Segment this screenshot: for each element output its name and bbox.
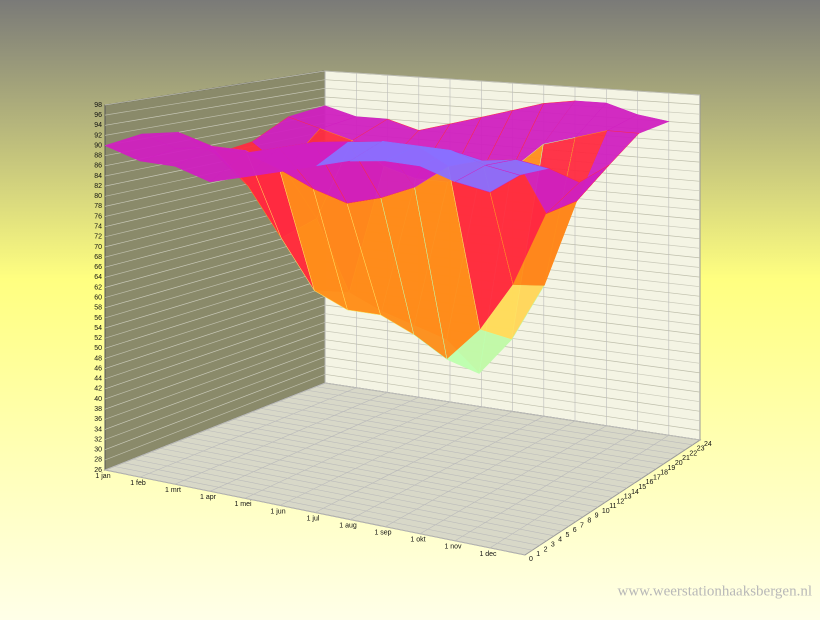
grid-line (419, 89, 607, 535)
z-tick-label: 72 (94, 234, 102, 241)
z-tick-label: 26 (94, 467, 102, 474)
y-tick-label: 6 (573, 527, 577, 534)
z-tick-label: 38 (94, 406, 102, 413)
z-tick-label: 88 (94, 153, 102, 160)
z-tick-label: 90 (94, 142, 102, 149)
y-tick-label: 2 (544, 546, 548, 553)
grid-line (489, 93, 670, 549)
surface-cell (454, 165, 521, 193)
z-tick-label: 40 (94, 396, 102, 403)
z-tick-label: 34 (94, 426, 102, 433)
y-tick-label: 8 (587, 518, 591, 525)
y-tick-label: 0 (529, 556, 533, 563)
y-tick-label: 18 (660, 470, 668, 477)
z-tick-label: 76 (94, 213, 102, 220)
z-tick-label: 80 (94, 193, 102, 200)
z-tick-label: 42 (94, 386, 102, 393)
z-tick-label: 66 (94, 264, 102, 271)
z-tick-label: 68 (94, 254, 102, 261)
z-tick-label: 48 (94, 355, 102, 362)
x-tick-label: 1 aug (339, 522, 357, 529)
y-tick-label: 17 (653, 474, 661, 481)
z-tick-label: 30 (94, 447, 102, 454)
z-tick-label: 54 (94, 325, 102, 332)
z-tick-label: 96 (94, 112, 102, 119)
z-tick-label: 52 (94, 335, 102, 342)
z-tick-label: 84 (94, 173, 102, 180)
y-tick-label: 1 (536, 551, 540, 558)
y-tick-label: 4 (558, 537, 562, 544)
z-tick-label: 50 (94, 345, 102, 352)
y-tick-label: 21 (682, 455, 690, 462)
x-tick-label: 1 feb (130, 480, 146, 487)
z-tick-label: 86 (94, 163, 102, 170)
grid-line (454, 91, 638, 542)
z-tick-label: 64 (94, 274, 102, 281)
z-tick-label: 92 (94, 132, 102, 139)
x-tick-label: 1 jul (307, 515, 320, 522)
z-tick-label: 58 (94, 305, 102, 312)
x-tick-label: 1 okt (410, 537, 425, 544)
x-tick-label: 1 jan (95, 473, 110, 480)
z-tick-label: 74 (94, 224, 102, 231)
z-tick-label: 98 (94, 102, 102, 109)
y-tick-label: 11 (609, 503, 616, 510)
x-tick-label: 1 mei (234, 501, 252, 508)
y-tick-label: 12 (617, 498, 625, 505)
z-tick-label: 36 (94, 416, 102, 423)
z-tick-label: 32 (94, 436, 102, 443)
z-tick-label: 60 (94, 294, 102, 301)
x-tick-label: 1 dec (479, 551, 497, 558)
y-tick-label: 24 (704, 441, 712, 448)
z-tick-label: 94 (94, 122, 102, 129)
x-tick-label: 1 sep (374, 530, 391, 537)
y-tick-label: 19 (668, 465, 676, 472)
x-tick-label: 1 mrt (165, 487, 181, 494)
watermark: www.weerstationhaaksbergen.nl (617, 583, 812, 599)
z-tick-label: 78 (94, 203, 102, 210)
y-tick-label: 13 (624, 494, 632, 501)
y-tick-label: 3 (551, 541, 555, 548)
y-tick-label: 5 (565, 532, 569, 539)
x-tick-label: 1 jun (270, 508, 285, 515)
z-tick-label: 56 (94, 315, 102, 322)
y-tick-label: 15 (638, 484, 646, 491)
z-tick-label: 44 (94, 376, 102, 383)
z-tick-label: 82 (94, 183, 102, 190)
y-tick-label: 10 (602, 508, 610, 515)
y-tick-label: 9 (595, 513, 599, 520)
y-tick-label: 16 (646, 479, 654, 486)
z-tick-label: 46 (94, 365, 102, 372)
z-tick-label: 70 (94, 244, 102, 251)
z-tick-label: 62 (94, 284, 102, 291)
y-tick-label: 23 (697, 446, 705, 453)
x-tick-label: 1 nov (444, 544, 462, 551)
y-tick-label: 22 (689, 450, 697, 457)
y-tick-label: 14 (631, 489, 639, 496)
y-tick-label: 7 (580, 522, 584, 529)
x-tick-label: 1 apr (200, 494, 217, 501)
z-tick-label: 28 (94, 457, 102, 464)
y-tick-label: 20 (675, 460, 683, 467)
